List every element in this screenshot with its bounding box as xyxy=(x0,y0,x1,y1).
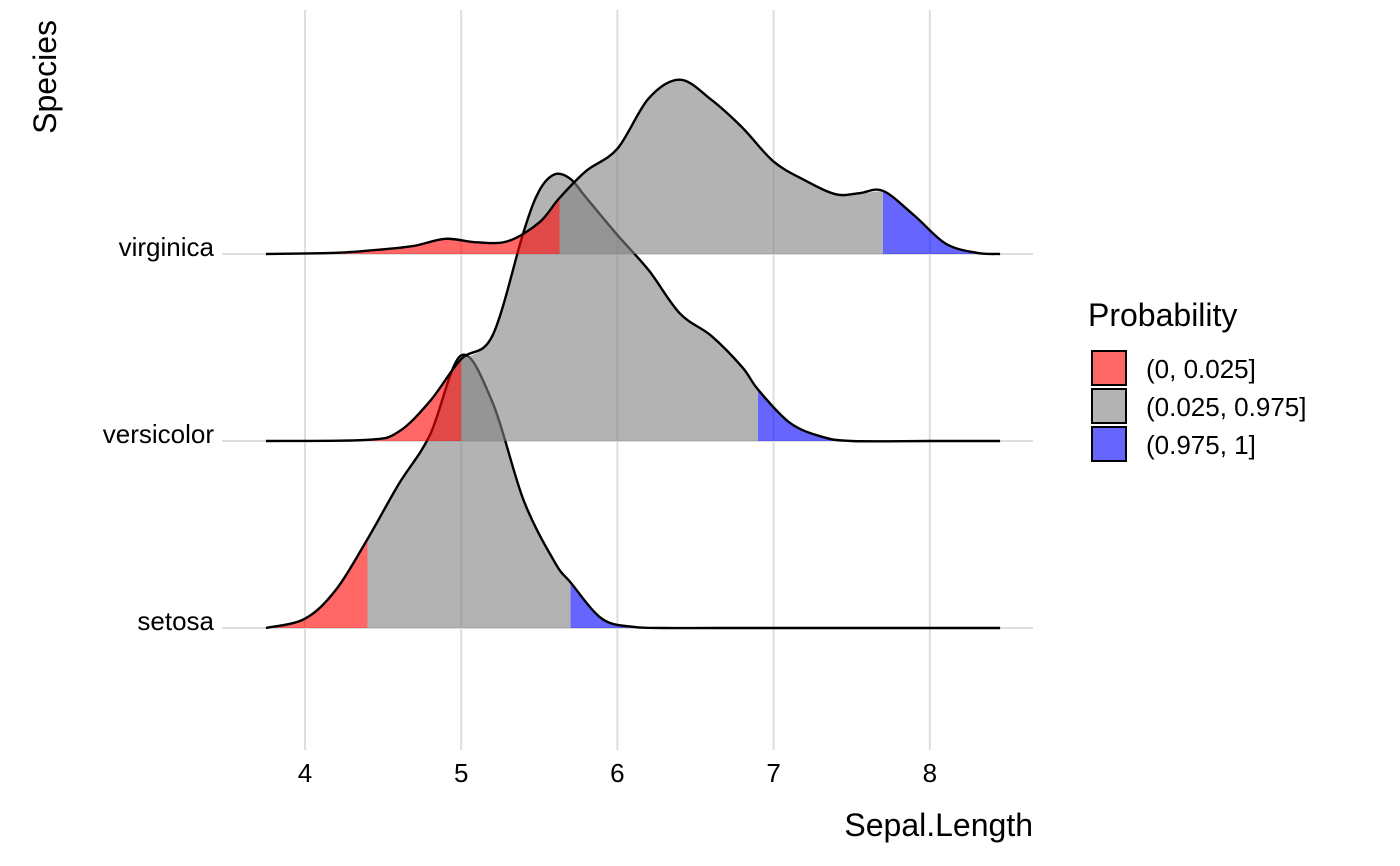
ridge-virginica xyxy=(265,78,1001,256)
legend-label: (0, 0.025] xyxy=(1146,354,1256,384)
x-axis-title: Sepal.Length xyxy=(844,807,1033,843)
ridge-setosa-outline xyxy=(265,353,1001,630)
ridge-setosa-central-fill xyxy=(367,354,571,628)
ridge-versicolor-upper-tail-fill xyxy=(757,389,1001,442)
legend: Probability (0, 0.025] (0.025, 0.975] (0.9… xyxy=(1088,297,1306,462)
y-axis-title: Species xyxy=(27,20,63,134)
x-tick-label: 6 xyxy=(610,758,624,788)
ridge-virginica-central-fill xyxy=(559,79,883,254)
y-category-label-virginica: virginica xyxy=(119,232,215,262)
ridge-setosa xyxy=(265,353,1001,630)
ridge-virginica-lower-tail-fill xyxy=(265,197,560,254)
ridge-setosa-lower-tail-fill xyxy=(265,539,368,628)
y-category-label-setosa: setosa xyxy=(137,606,214,636)
legend-label: (0.975, 1] xyxy=(1146,430,1256,460)
x-tick-label: 7 xyxy=(766,758,780,788)
x-tick-label: 5 xyxy=(454,758,468,788)
legend-items: (0, 0.025] (0.025, 0.975] (0.975, 1] xyxy=(1091,350,1306,462)
ridge-virginica-outline xyxy=(265,78,1001,256)
y-category-label-versicolor: versicolor xyxy=(103,419,215,449)
legend-title: Probability xyxy=(1088,297,1237,333)
x-tick-label: 4 xyxy=(298,758,312,788)
legend-key xyxy=(1091,350,1127,386)
legend-key xyxy=(1091,388,1127,424)
x-tick-labels: 4 5 6 7 8 xyxy=(298,758,937,788)
legend-key xyxy=(1091,426,1127,462)
y-category-labels: setosa versicolor virginica xyxy=(103,232,215,636)
legend-label: (0.025, 0.975] xyxy=(1146,392,1306,422)
x-tick-label: 8 xyxy=(923,758,937,788)
ridge-virginica-upper-tail-fill xyxy=(882,190,1001,255)
ridge-setosa-upper-tail-fill xyxy=(570,582,1001,629)
ridges-layer xyxy=(265,78,1001,630)
